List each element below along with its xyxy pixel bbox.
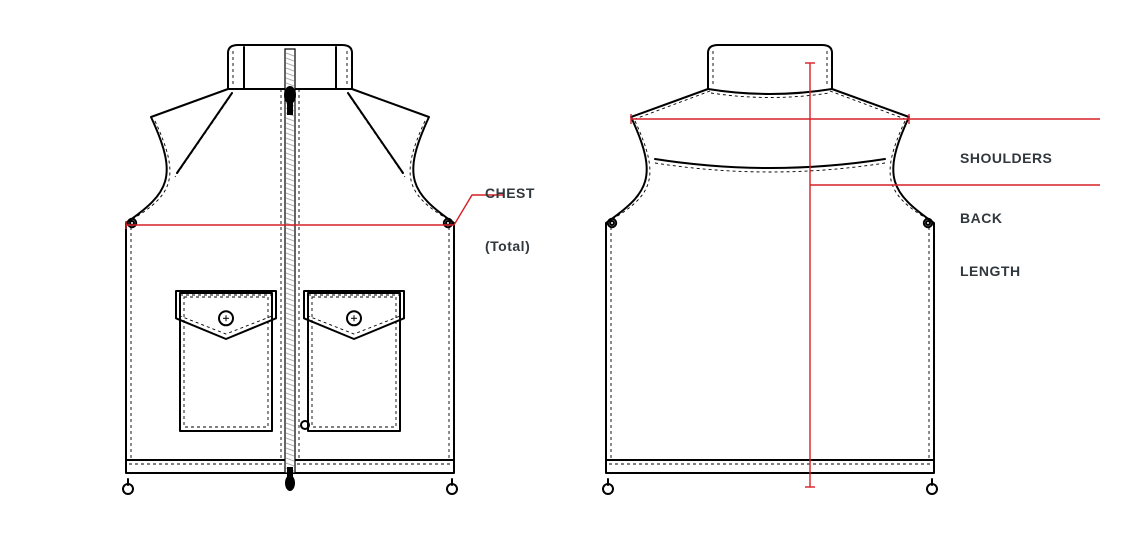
vest-front-view	[30, 30, 550, 530]
label-chest-line2: (Total)	[485, 238, 535, 256]
label-shoulders-line1: SHOULDERS	[960, 150, 1052, 168]
label-chest: CHEST (Total)	[485, 150, 535, 290]
label-back-length: BACK LENGTH	[960, 175, 1021, 315]
label-chest-line1: CHEST	[485, 185, 535, 203]
label-back-length-line1: BACK	[960, 210, 1021, 228]
label-back-length-line2: LENGTH	[960, 263, 1021, 281]
sizing-diagram: CHEST (Total) SHOULDERS BACK LENGTH	[0, 0, 1130, 540]
